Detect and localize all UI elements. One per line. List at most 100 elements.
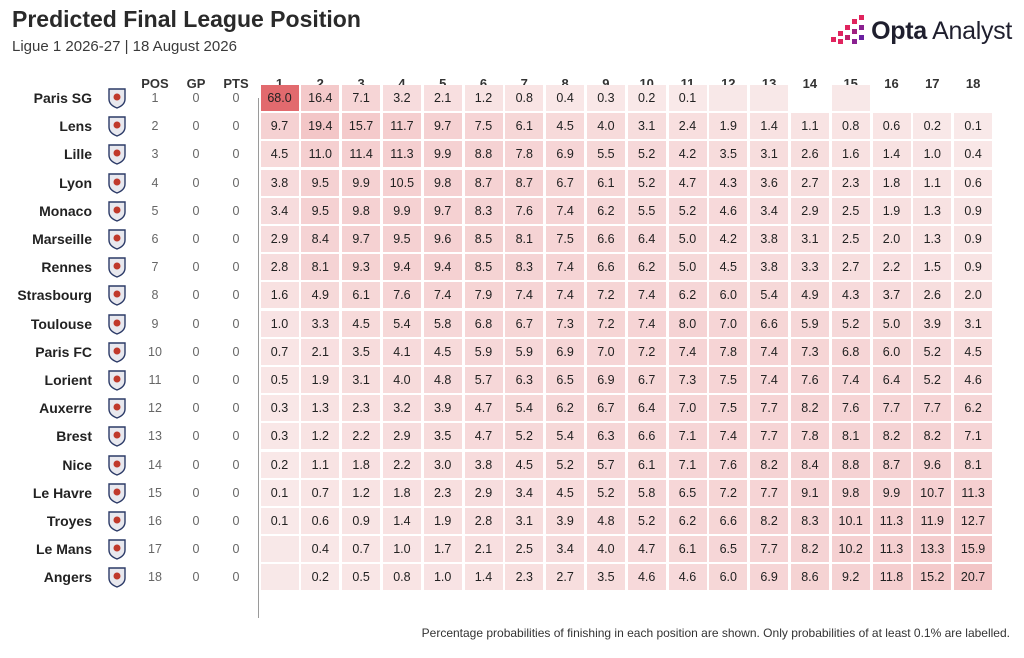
heatmap-cell: 6.0 <box>872 338 911 365</box>
team-name: Toulouse <box>30 315 92 332</box>
heatmap-cell: 7.7 <box>750 423 789 450</box>
heatmap-cell: 6.2 <box>668 282 707 309</box>
heatmap-cell: 3.9 <box>546 508 585 534</box>
team-position: 12 <box>148 401 162 416</box>
points: 0 <box>232 401 240 416</box>
heatmap-cell: 4.8 <box>423 367 462 393</box>
games-played: 0 <box>192 203 200 218</box>
heatmap-cell: 6.7 <box>546 169 585 196</box>
heatmap-cell: 1.4 <box>382 508 421 534</box>
heatmap-cell: 2.7 <box>831 254 870 281</box>
heatmap-cell: 3.1 <box>342 367 381 393</box>
col-header-position: 14 <box>802 76 818 91</box>
heatmap-cell: 6.9 <box>750 564 789 591</box>
heatmap-cell: 2.1 <box>301 338 340 365</box>
heatmap-cell: 7.6 <box>382 282 421 309</box>
points: 0 <box>232 373 240 387</box>
table-divider <box>258 98 259 618</box>
heatmap-cell: 6.6 <box>709 508 748 534</box>
heatmap-cell: 3.5 <box>423 423 462 450</box>
heatmap-cell: 0.4 <box>954 141 993 168</box>
heatmap-cell: 1.4 <box>750 113 789 140</box>
heatmap-cell: 8.7 <box>872 451 911 478</box>
heatmap-cell: 9.8 <box>423 169 462 196</box>
heatmap-cell: 3.4 <box>546 536 585 563</box>
col-header-position: 4 <box>398 76 406 91</box>
heatmap-cell: 8.4 <box>301 226 340 252</box>
heatmap-cell: 7.7 <box>913 395 952 422</box>
heatmap-cell: 7.3 <box>546 310 585 337</box>
paris-fc-badge-icon <box>106 341 128 363</box>
team-name: Paris FC <box>35 343 92 360</box>
heatmap-cell: 4.0 <box>382 367 421 393</box>
footnote: Percentage probabilities of finishing in… <box>421 626 1010 640</box>
heatmap-cell: 1.1 <box>301 451 340 478</box>
heatmap-cell: 4.6 <box>668 564 707 591</box>
heatmap-cell: 8.3 <box>505 254 544 281</box>
heatmap-cell: 9.8 <box>342 197 381 224</box>
heatmap-cell: 8.2 <box>750 508 789 534</box>
heatmap-cell: 3.8 <box>260 169 299 196</box>
heatmap-cell: 1.9 <box>872 197 911 224</box>
team-position: 4 <box>151 175 159 190</box>
heatmap-cell: 2.9 <box>464 479 503 506</box>
rennes-badge-icon <box>106 256 128 278</box>
heatmap-cell: 7.4 <box>546 282 585 309</box>
heatmap-cell: 7.4 <box>546 197 585 224</box>
heatmap-cell: 2.5 <box>505 536 544 563</box>
col-header-pts: PTS <box>223 76 249 91</box>
points: 0 <box>232 344 240 359</box>
nice-badge-icon <box>106 454 128 476</box>
heatmap-cell: 68.0 <box>260 85 299 111</box>
games-played: 0 <box>192 119 200 134</box>
heatmap-cell: 0.2 <box>301 564 340 591</box>
heatmap-cell: 9.5 <box>301 197 340 224</box>
heatmap-cell: 7.5 <box>709 367 748 393</box>
heatmap-cell: 0.1 <box>668 85 707 111</box>
heatmap-cell: 8.4 <box>790 451 829 478</box>
team-position: 5 <box>151 203 159 218</box>
heatmap-cell: 7.4 <box>750 367 789 393</box>
team-name: Nice <box>62 456 92 473</box>
heatmap-cell: 3.2 <box>382 395 421 422</box>
heatmap-cell: 4.9 <box>301 282 340 309</box>
heatmap-cell: 0.7 <box>260 338 299 365</box>
heatmap-cell: 15.7 <box>342 113 381 140</box>
heatmap-cell: 8.6 <box>790 564 829 591</box>
heatmap-cell: 7.5 <box>546 226 585 252</box>
heatmap-cell: 15.2 <box>913 564 952 591</box>
heatmap-cell: 7.0 <box>668 395 707 422</box>
heatmap-cell: 8.3 <box>790 508 829 534</box>
heatmap-cell: 9.9 <box>872 479 911 506</box>
team-name: Lyon <box>59 174 92 191</box>
heatmap-cell: 8.2 <box>872 423 911 450</box>
brest-badge-icon <box>106 425 128 448</box>
heatmap-cell: 1.6 <box>260 282 299 309</box>
heatmap-cell: 1.0 <box>913 141 952 168</box>
points: 0 <box>232 514 240 528</box>
heatmap-cell: 7.1 <box>954 423 993 450</box>
heatmap-cell: 2.9 <box>790 197 829 224</box>
heatmap-cell: 5.2 <box>546 451 585 478</box>
opta-logo-icon <box>831 15 865 44</box>
team-name: Brest <box>56 428 92 445</box>
heatmap-cell: 7.2 <box>627 338 666 365</box>
heatmap-cell: 7.4 <box>709 423 748 450</box>
games-played: 0 <box>192 542 200 557</box>
team-position: 8 <box>151 288 159 303</box>
col-header-position: 2 <box>316 76 324 91</box>
heatmap-cell: 6.9 <box>586 367 625 393</box>
heatmap-cell: 9.1 <box>790 479 829 506</box>
heatmap-cell: 2.5 <box>831 226 870 252</box>
games-played: 0 <box>192 147 200 162</box>
heatmap-cell <box>709 85 748 111</box>
heatmap-cell: 7.8 <box>505 141 544 168</box>
heatmap-cell: 5.4 <box>505 395 544 422</box>
heatmap-cell: 6.1 <box>342 282 381 309</box>
heatmap-cell: 5.5 <box>627 197 666 224</box>
heatmap-cell: 1.3 <box>913 226 952 252</box>
heatmap-cell: 0.1 <box>260 479 299 506</box>
heatmap-cell: 5.2 <box>913 338 952 365</box>
heatmap-cell: 6.7 <box>505 310 544 337</box>
heatmap-cell: 3.8 <box>464 451 503 478</box>
